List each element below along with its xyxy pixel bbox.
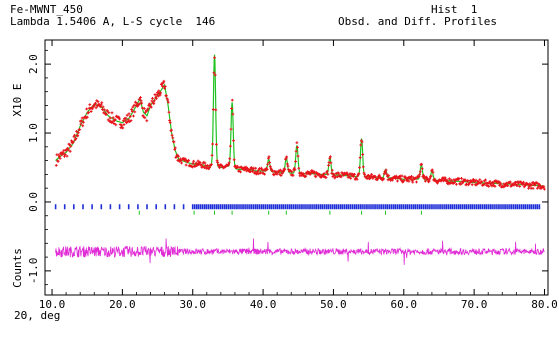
title-right-line1: Hist 1 [431, 3, 478, 16]
x-tick-label: 60.0 [391, 298, 418, 311]
difference-curve [55, 238, 545, 265]
y-axis-label-top: X10 E [11, 83, 24, 116]
difference-series [55, 238, 545, 265]
y-tick-label: 1.0 [27, 123, 40, 143]
bragg-markers [54, 204, 541, 210]
title-right-line2: Obsd. and Diff. Profiles [338, 15, 497, 28]
x-tick-label: 40.0 [250, 298, 277, 311]
axes: 10.0 20.0 30.0 40.0 50.0 60.0 70.0 80.0 -1.0 0.0 1… [11, 39, 558, 322]
observed-series [54, 56, 546, 191]
y-axis-label-bottom: Counts [11, 248, 24, 288]
x-tick-label: 70.0 [461, 298, 488, 311]
title-left-line1: Fe-MWNT_450 [10, 3, 83, 16]
y-tick-label: 2.0 [27, 54, 40, 74]
observed-points [54, 56, 546, 191]
title-left-line2: Lambda 1.5406 A, L-S cycle 146 [10, 15, 216, 28]
x-tick-label: 50.0 [320, 298, 347, 311]
x-tick-label: 10.0 [39, 298, 66, 311]
x-tick-label: 20.0 [109, 298, 136, 311]
plot-frame [44, 39, 549, 296]
y-tick-label: -1.0 [27, 258, 40, 285]
x-tick-label: 30.0 [179, 298, 206, 311]
bragg-markers-phase2 [138, 210, 422, 215]
x-axis-label: 2Θ, deg [14, 309, 60, 322]
x-tick-label: 80.0 [531, 298, 558, 311]
y-tick-label: 0.0 [27, 192, 40, 212]
bragg-marker-series [54, 204, 541, 215]
